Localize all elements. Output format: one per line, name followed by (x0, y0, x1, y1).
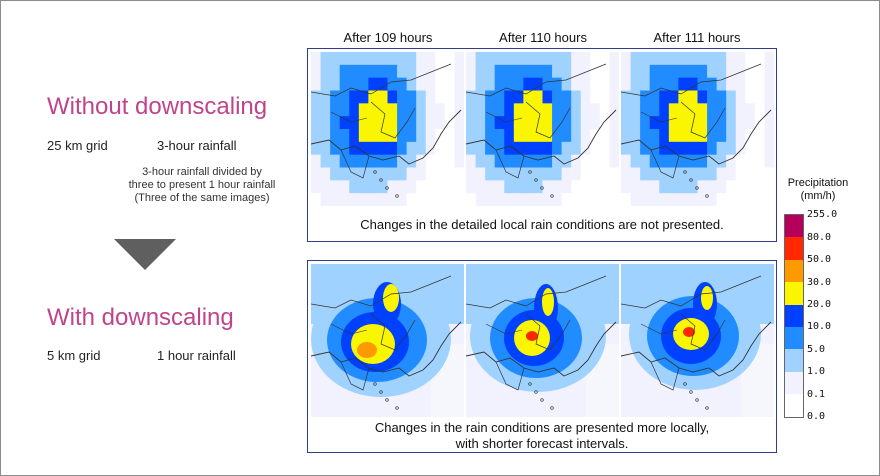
legend-title-line: (mm/h) (800, 190, 836, 202)
fine-map-110 (466, 264, 619, 417)
coarse-rain-grid (466, 52, 619, 206)
hour-header-111: After 111 hours (653, 30, 741, 45)
legend-swatch (785, 371, 803, 395)
hour-header-110: After 110 hours (499, 30, 587, 45)
down-arrow-icon (114, 239, 176, 270)
legend-level: 30.0 (807, 277, 832, 288)
without-grid-label: 25 km grid (47, 138, 108, 153)
with-rain-label: 1 hour rainfall (157, 348, 236, 363)
legend-swatch (785, 349, 803, 372)
bottom-caption-line: Changes in the rain conditions are prese… (374, 420, 710, 435)
legend-swatch (785, 215, 803, 238)
hour-header-109: After 109 hours (343, 30, 433, 45)
legend-color-bar (784, 214, 804, 418)
legend-level: 1.0 (807, 366, 826, 377)
top-caption: Changes in the detailed local rain condi… (360, 217, 724, 232)
with-downscaling-panel: Changes in the rain conditions are prese… (307, 260, 777, 453)
legend-swatch (785, 326, 803, 350)
legend-level: 20.0 (807, 299, 832, 310)
legend-title-line: Precipitation (787, 177, 849, 189)
legend-level: 0.0 (807, 411, 826, 422)
fine-rain-field (621, 264, 774, 417)
legend-level: 50.0 (807, 254, 832, 265)
legend-level: 0.1 (807, 389, 826, 400)
legend-title: Precipitation (mm/h) (777, 177, 859, 203)
coarse-rain-grid (621, 52, 774, 206)
note-line: three to present 1 hour rainfall (128, 179, 276, 191)
legend-level: 10.0 (807, 321, 832, 332)
legend-swatch (785, 394, 803, 417)
with-downscaling-title: With downscaling (47, 304, 234, 331)
legend-swatch (785, 304, 803, 327)
fine-rain-field (466, 264, 619, 417)
division-note: 3-hour rainfall divided by three to pres… (107, 166, 297, 205)
with-grid-label: 5 km grid (47, 348, 101, 363)
fine-map-109 (311, 264, 464, 417)
coarse-rain-grid (311, 52, 464, 206)
fine-map-111 (621, 264, 774, 417)
coarse-map-109 (311, 52, 464, 206)
coarse-map-110 (466, 52, 619, 206)
without-rain-label: 3-hour rainfall (157, 138, 237, 153)
legend-level: 255.0 (807, 209, 838, 220)
bottom-caption: Changes in the rain conditions are prese… (308, 420, 776, 452)
legend-swatch (785, 282, 803, 305)
without-downscaling-panel: Changes in the detailed local rain condi… (307, 48, 777, 242)
fine-rain-field (311, 264, 464, 417)
without-downscaling-title: Without downscaling (47, 93, 268, 120)
legend-level: 80.0 (807, 232, 832, 243)
note-line: (Three of the same images) (134, 192, 270, 204)
bottom-caption-line: with shorter forecast intervals. (455, 436, 629, 451)
legend-swatch (785, 237, 803, 260)
note-line: 3-hour rainfall divided by (142, 166, 262, 178)
legend-level: 5.0 (807, 344, 826, 355)
coarse-map-111 (621, 52, 774, 206)
legend-swatch (785, 259, 803, 283)
